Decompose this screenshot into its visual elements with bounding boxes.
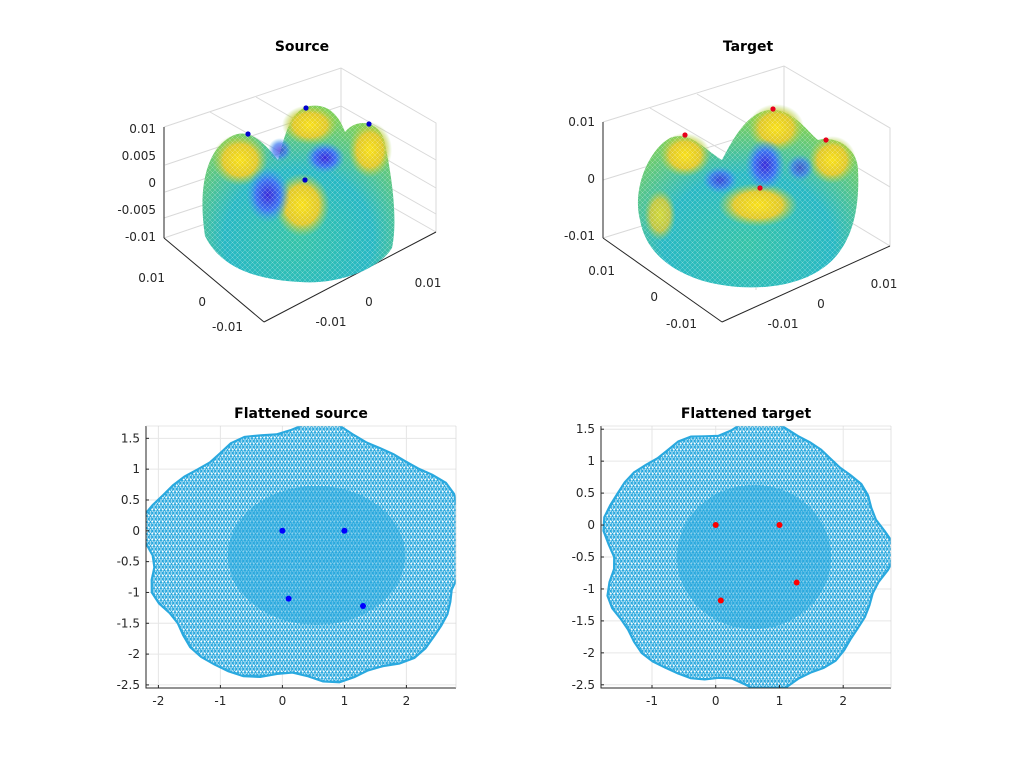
ticks-target-y: 0.01 0 -0.01 [588, 264, 697, 331]
tick-label: 0.01 [871, 277, 898, 291]
surface-source [202, 105, 395, 283]
ticks-target-z: 0.01 0 -0.01 [564, 115, 595, 243]
y-tick-label: -2.5 [117, 678, 140, 692]
axis-lines [145, 426, 456, 689]
landmark-point [712, 522, 719, 529]
tick-label: 0 [817, 297, 825, 311]
landmark-target-1 [682, 132, 688, 138]
ticks-target-x: -0.01 0 0.01 [767, 277, 897, 331]
surface-target [637, 104, 859, 288]
y-tick-label: 1 [587, 454, 595, 468]
x-tick-label: 0 [279, 694, 287, 708]
y-tick-label: -1.5 [117, 616, 140, 630]
y-tick-label: 0 [132, 524, 140, 538]
y-tick-label: -2.5 [572, 678, 595, 692]
y-tick-label: 1.5 [576, 422, 595, 436]
tick-label: 0 [587, 172, 595, 186]
ticks-source-y: 0.01 0 -0.01 [138, 271, 243, 334]
landmark-point [285, 595, 292, 602]
y-tick-label: -2 [583, 646, 595, 660]
tick-label: 0.01 [415, 276, 442, 290]
landmark-point [360, 603, 366, 610]
y-tick-label: 0 [587, 518, 595, 532]
tick-label: -0.005 [117, 203, 156, 217]
panel-title: Flattened target [681, 406, 812, 422]
tick-label: -0.01 [125, 230, 156, 244]
mesh-dense-core [227, 485, 406, 625]
landmark-source-2 [303, 105, 309, 111]
tick-label: -0.01 [212, 320, 243, 334]
tick-label: 0 [198, 295, 206, 309]
y-tick-label: -1 [128, 585, 140, 599]
axis-lines-source [163, 127, 437, 323]
mesh-dense-core [676, 484, 832, 630]
tick-label: 0.01 [568, 115, 595, 129]
tick-label: 0 [365, 295, 373, 309]
tick-label: 0.01 [588, 264, 615, 278]
y-tick-label: -0.5 [572, 550, 595, 564]
tick-label: -0.01 [767, 317, 798, 331]
tick-label: 0.01 [138, 271, 165, 285]
mesh-group [602, 426, 891, 688]
y-tick-label: 1 [132, 462, 140, 476]
x-tick-label: 2 [403, 694, 411, 708]
x-tick-label: -2 [152, 694, 164, 708]
panel-flattened-target: -1 0 1 2 1.5 1 0.5 0 -0.5 -1 -1.5 -2 -2.5 Flattened t… [572, 406, 892, 708]
tick-label: 0.005 [122, 149, 156, 163]
landmark-target-3 [823, 137, 829, 143]
landmark-target-4 [757, 185, 763, 191]
landmark-point [717, 597, 724, 604]
x-tick-label: 0 [712, 694, 720, 708]
y-tick-label: 0.5 [121, 493, 140, 507]
x-tick-label: 1 [341, 694, 349, 708]
tick-label: -0.01 [315, 315, 346, 329]
panel-title: Flattened source [234, 406, 368, 422]
tick-label: 0 [650, 290, 658, 304]
axis-lines-target [602, 122, 891, 323]
landmark-point [776, 522, 783, 529]
landmark-point [793, 579, 800, 586]
x-tick-label: -1 [646, 694, 658, 708]
axis-lines [600, 426, 891, 689]
panel-title-source: Source [275, 39, 329, 55]
x-tick-label: -1 [214, 694, 226, 708]
y-tick-label: 0.5 [576, 486, 595, 500]
landmark-target-2 [770, 106, 776, 112]
landmark-source-4 [302, 177, 308, 183]
panel-title-target: Target [723, 39, 774, 55]
landmark-point [341, 527, 348, 534]
landmark-point [279, 527, 286, 534]
y-tick-label: -1.5 [572, 614, 595, 628]
y-tick-label: -0.5 [117, 555, 140, 569]
ticks-source-z: 0.01 0.005 0 -0.005 -0.01 [117, 122, 156, 244]
tick-label: -0.01 [564, 229, 595, 243]
tick-label: -0.01 [666, 317, 697, 331]
y-tick-label: 1.5 [121, 431, 140, 445]
y-tick-label: -1 [583, 582, 595, 596]
mesh-group [146, 426, 456, 684]
tick-label: 0 [148, 176, 156, 190]
panel-source-3d: Source 0.01 0 [117, 39, 441, 334]
y-tick-label: -2 [128, 647, 140, 661]
x-tick-label: 2 [839, 694, 847, 708]
panel-flattened-source: -2 -1 0 1 2 1.5 1 0.5 0 -0.5 -1 -1.5 -2 -2.5 Flattened… [117, 406, 457, 708]
ticks-source-x: -0.01 0 0.01 [315, 276, 441, 329]
landmark-source-1 [245, 131, 251, 137]
tick-label: 0.01 [129, 122, 156, 136]
panel-target-3d: Target 0.01 [564, 39, 897, 331]
landmark-source-3 [366, 121, 372, 127]
x-tick-label: 1 [776, 694, 784, 708]
